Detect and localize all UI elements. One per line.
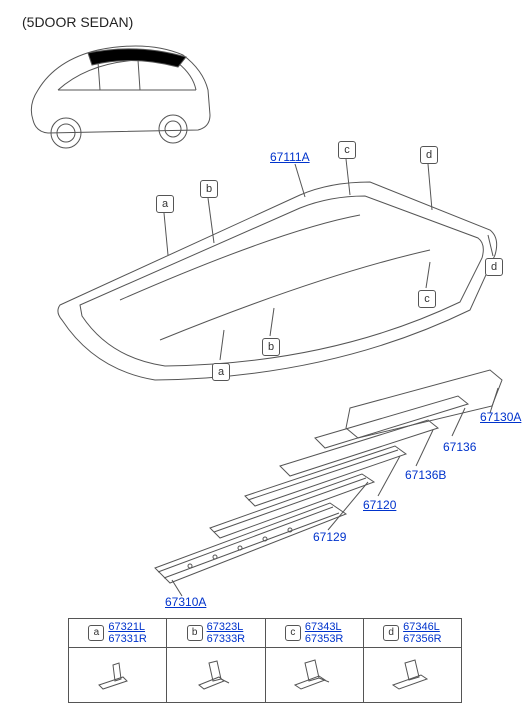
bracket-marker-a: a bbox=[88, 625, 104, 641]
bracket-icon-a bbox=[69, 648, 166, 702]
bracket-icon-d bbox=[364, 648, 461, 702]
marker-c-bottom: c bbox=[418, 290, 436, 308]
diagram-page: (5DOOR SEDAN) bbox=[0, 0, 525, 727]
part-number-rail-4[interactable]: 67129 bbox=[313, 530, 346, 544]
part-number-rail-2[interactable]: 67136B bbox=[405, 468, 446, 482]
bracket-col-d: d 67346L 67356R bbox=[364, 619, 461, 702]
part-number-rail-3[interactable]: 67120 bbox=[363, 498, 396, 512]
part-number-rail-1[interactable]: 67136 bbox=[443, 440, 476, 454]
bracket-bot-b[interactable]: 67333R bbox=[207, 633, 246, 645]
marker-d-top: d bbox=[420, 146, 438, 164]
main-illustration bbox=[0, 0, 525, 615]
bracket-head-b: b 67323L 67333R bbox=[167, 619, 264, 648]
marker-d-bottom: d bbox=[485, 258, 503, 276]
bracket-col-c: c 67343L 67353R bbox=[266, 619, 364, 702]
bracket-head-c: c 67343L 67353R bbox=[266, 619, 363, 648]
bracket-marker-c: c bbox=[285, 625, 301, 641]
bracket-table: a 67321L 67331R b 67323L 67333R bbox=[68, 618, 462, 703]
bracket-bot-c[interactable]: 67353R bbox=[305, 633, 344, 645]
bracket-head-a: a 67321L 67331R bbox=[69, 619, 166, 648]
bracket-top-c[interactable]: 67343L bbox=[305, 621, 344, 633]
bracket-icon-b bbox=[167, 648, 264, 702]
part-number-rail-5[interactable]: 67310A bbox=[165, 595, 206, 609]
bracket-top-d[interactable]: 67346L bbox=[403, 621, 442, 633]
marker-b-top: b bbox=[200, 180, 218, 198]
part-number-rail-0[interactable]: 67130A bbox=[480, 410, 521, 424]
marker-a-bottom: a bbox=[212, 363, 230, 381]
bracket-head-d: d 67346L 67356R bbox=[364, 619, 461, 648]
bracket-marker-b: b bbox=[187, 625, 203, 641]
bracket-top-b[interactable]: 67323L bbox=[207, 621, 246, 633]
bracket-col-a: a 67321L 67331R bbox=[69, 619, 167, 702]
bracket-marker-d: d bbox=[383, 625, 399, 641]
bracket-top-a[interactable]: 67321L bbox=[108, 621, 147, 633]
marker-b-bottom: b bbox=[262, 338, 280, 356]
bracket-col-b: b 67323L 67333R bbox=[167, 619, 265, 702]
part-number-roof[interactable]: 67111A bbox=[270, 150, 310, 164]
marker-c-top: c bbox=[338, 141, 356, 159]
bracket-bot-a[interactable]: 67331R bbox=[108, 633, 147, 645]
bracket-icon-c bbox=[266, 648, 363, 702]
bracket-bot-d[interactable]: 67356R bbox=[403, 633, 442, 645]
marker-a-top: a bbox=[156, 195, 174, 213]
